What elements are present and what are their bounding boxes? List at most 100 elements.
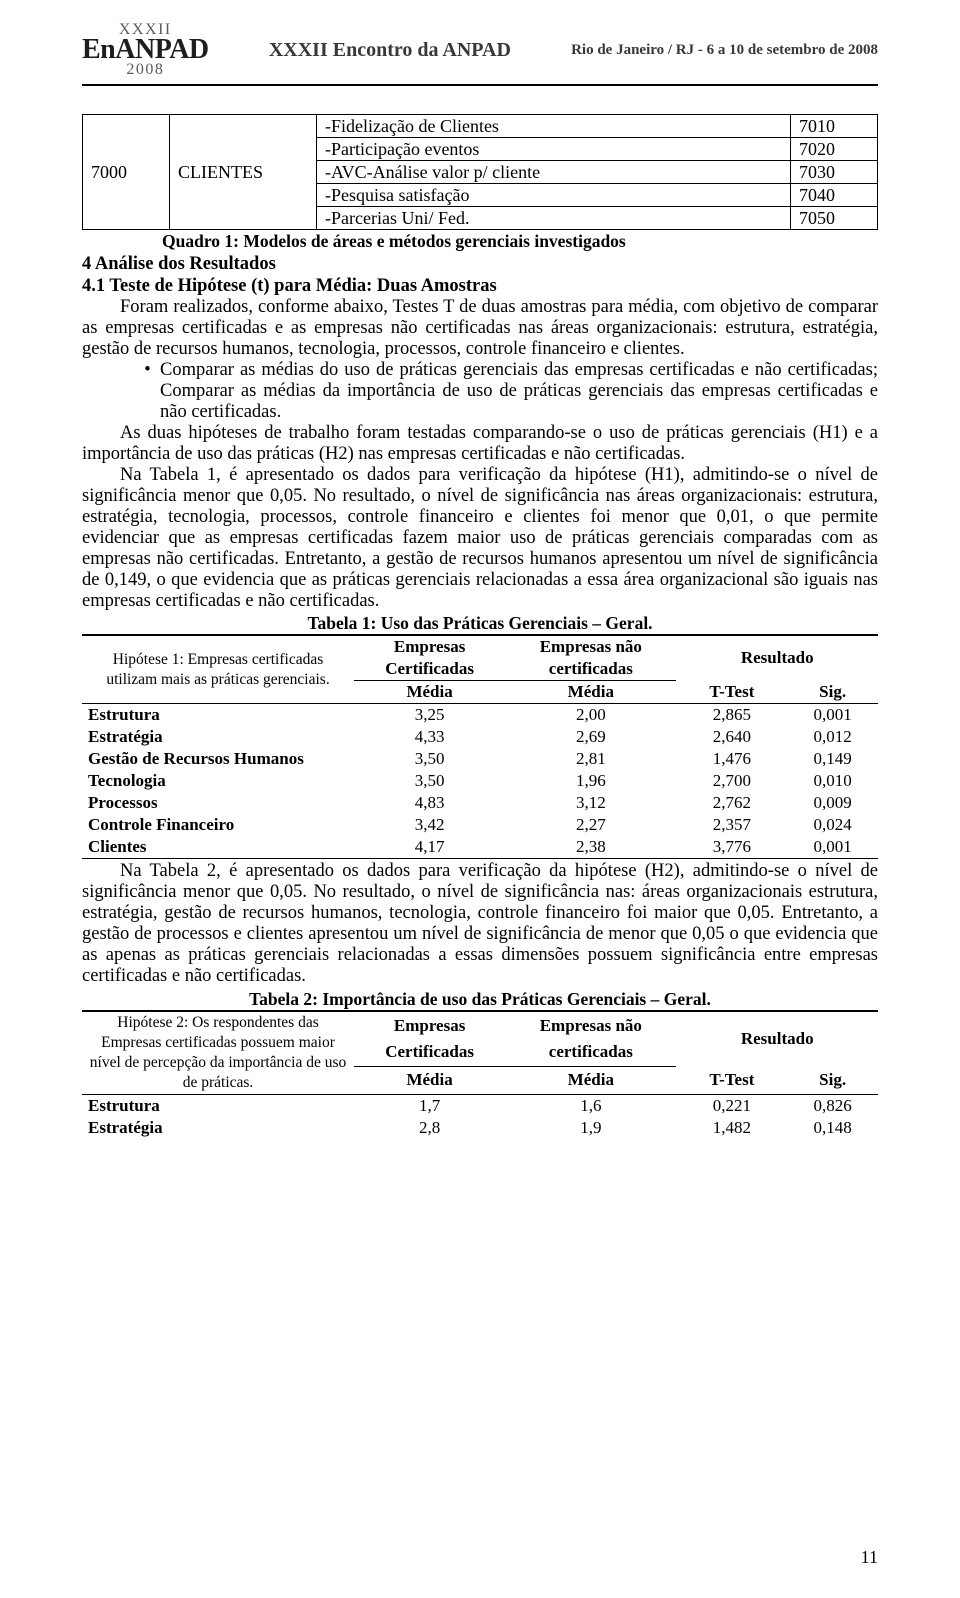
col-hdr-nocert-b: certificadas	[505, 1039, 676, 1066]
cell-m1: 4,17	[354, 836, 505, 859]
cell-ttest: 2,640	[676, 726, 787, 748]
cell-sig: 0,010	[787, 770, 878, 792]
data-table-1: Hipótese 1: Empresas certificadas utiliz…	[82, 634, 878, 859]
sub-hdr-sig: Sig.	[787, 681, 878, 704]
cell-sig: 0,826	[787, 1095, 878, 1118]
cell-m2: 1,6	[505, 1095, 676, 1118]
cell-ttest: 1,482	[676, 1117, 787, 1139]
col-hdr-result: Resultado	[676, 635, 878, 681]
sub-hdr-media2: Média	[505, 681, 676, 704]
cell-m1: 4,83	[354, 792, 505, 814]
row-label: Processos	[82, 792, 354, 814]
cell-ttest: 3,776	[676, 836, 787, 859]
caption-tabela1: Tabela 1: Uso das Práticas Gerenciais – …	[82, 613, 878, 634]
logo-year: 2008	[126, 62, 164, 78]
page-header: XXXII EnANPAD 2008 XXXII Encontro da ANP…	[82, 0, 878, 84]
bullet-item: Comparar as médias do uso de práticas ge…	[160, 360, 878, 423]
boxed-code: 7000	[83, 115, 170, 230]
paragraph-2: As duas hipóteses de trabalho foram test…	[82, 423, 878, 465]
cell-sig: 0,012	[787, 726, 878, 748]
row-label: Estrutura	[82, 704, 354, 727]
table-row: Estratégia4,332,692,6400,012	[82, 726, 878, 748]
sub-hdr-media2: Média	[505, 1066, 676, 1094]
caption-tabela2: Tabela 2: Importância de uso das Prática…	[82, 989, 878, 1010]
row-label: Gestão de Recursos Humanos	[82, 748, 354, 770]
conference-logo: XXXII EnANPAD 2008	[82, 22, 209, 78]
cell-m2: 2,00	[505, 704, 676, 727]
hypothesis-2-text: Hipótese 2: Os respondentes das Empresas…	[82, 1011, 354, 1095]
row-label: Controle Financeiro	[82, 814, 354, 836]
row-label: Tecnologia	[82, 770, 354, 792]
paragraph-1: Foram realizados, conforme abaixo, Teste…	[82, 297, 878, 360]
cell-sig: 0,149	[787, 748, 878, 770]
cell-ttest: 0,221	[676, 1095, 787, 1118]
hypothesis-1-text: Hipótese 1: Empresas certificadas utiliz…	[82, 635, 354, 704]
boxed-category: CLIENTES	[170, 115, 317, 230]
boxed-table-clientes: 7000 CLIENTES -Fidelização de Clientes 7…	[82, 114, 878, 230]
cell-m1: 3,25	[354, 704, 505, 727]
cell-m1: 3,42	[354, 814, 505, 836]
cell-ttest: 2,762	[676, 792, 787, 814]
cell-sig: 0,148	[787, 1117, 878, 1139]
sub-hdr-ttest: T-Test	[676, 681, 787, 704]
table-row: Estrutura1,71,60,2210,826	[82, 1095, 878, 1118]
row-label: Estrutura	[82, 1095, 354, 1118]
cell-m2: 1,96	[505, 770, 676, 792]
sub-hdr-media1: Média	[354, 1066, 505, 1094]
table-row: Controle Financeiro3,422,272,3570,024	[82, 814, 878, 836]
cell-m2: 2,27	[505, 814, 676, 836]
col-hdr-cert-b: Certificadas	[354, 658, 505, 681]
boxed-num: 7030	[791, 161, 878, 184]
heading-section-4: 4 Análise dos Resultados	[82, 254, 878, 275]
cell-ttest: 2,865	[676, 704, 787, 727]
boxed-item: -Parcerias Uni/ Fed.	[317, 207, 791, 230]
col-hdr-cert-a: Empresas	[354, 1011, 505, 1039]
header-rule	[82, 84, 878, 86]
cell-sig: 0,001	[787, 836, 878, 859]
boxed-num: 7010	[791, 115, 878, 138]
heading-subsection-41: 4.1 Teste de Hipótese (t) para Média: Du…	[82, 276, 878, 297]
cell-m2: 2,69	[505, 726, 676, 748]
caption-quadro1: Quadro 1: Modelos de áreas e métodos ger…	[162, 231, 878, 252]
table-row: Gestão de Recursos Humanos3,502,811,4760…	[82, 748, 878, 770]
cell-ttest: 1,476	[676, 748, 787, 770]
boxed-item: -Participação eventos	[317, 138, 791, 161]
col-hdr-nocert-b: certificadas	[505, 658, 676, 681]
sub-hdr-sig: Sig.	[787, 1066, 878, 1094]
boxed-item: -AVC-Análise valor p/ cliente	[317, 161, 791, 184]
header-location-date: Rio de Janeiro / RJ - 6 a 10 de setembro…	[571, 42, 878, 59]
cell-m2: 2,38	[505, 836, 676, 859]
table-row: Estratégia2,81,91,4820,148	[82, 1117, 878, 1139]
cell-m2: 2,81	[505, 748, 676, 770]
cell-m1: 4,33	[354, 726, 505, 748]
data-table-2: Hipótese 2: Os respondentes das Empresas…	[82, 1010, 878, 1139]
col-hdr-cert-a: Empresas	[354, 635, 505, 658]
paragraph-4: Na Tabela 2, é apresentado os dados para…	[82, 861, 878, 987]
sub-hdr-media1: Média	[354, 681, 505, 704]
sub-hdr-ttest: T-Test	[676, 1066, 787, 1094]
row-label: Estratégia	[82, 1117, 354, 1139]
page-number: 11	[861, 1547, 878, 1568]
cell-m1: 3,50	[354, 748, 505, 770]
boxed-num: 7040	[791, 184, 878, 207]
logo-title: EnANPAD	[82, 36, 209, 64]
cell-m1: 1,7	[354, 1095, 505, 1118]
table-row: Estrutura3,252,002,8650,001	[82, 704, 878, 727]
cell-m2: 1,9	[505, 1117, 676, 1139]
cell-ttest: 2,357	[676, 814, 787, 836]
table-row: Tecnologia3,501,962,7000,010	[82, 770, 878, 792]
cell-sig: 0,024	[787, 814, 878, 836]
cell-ttest: 2,700	[676, 770, 787, 792]
boxed-num: 7020	[791, 138, 878, 161]
col-hdr-cert-b: Certificadas	[354, 1039, 505, 1066]
cell-sig: 0,009	[787, 792, 878, 814]
cell-m2: 3,12	[505, 792, 676, 814]
cell-sig: 0,001	[787, 704, 878, 727]
cell-m1: 3,50	[354, 770, 505, 792]
row-label: Clientes	[82, 836, 354, 859]
table-row: Processos4,833,122,7620,009	[82, 792, 878, 814]
boxed-item: -Pesquisa satisfação	[317, 184, 791, 207]
boxed-num: 7050	[791, 207, 878, 230]
col-hdr-result: Resultado	[676, 1011, 878, 1066]
col-hdr-nocert-a: Empresas não	[505, 1011, 676, 1039]
